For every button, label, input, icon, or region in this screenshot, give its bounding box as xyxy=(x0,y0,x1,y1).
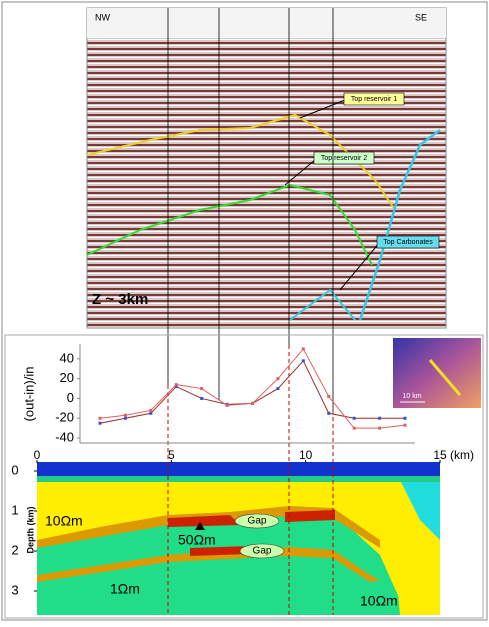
y-tick-label: 40 xyxy=(60,350,74,365)
point xyxy=(327,411,331,415)
section-label: Gap xyxy=(248,516,267,527)
x-tick-label: 0 xyxy=(34,448,41,462)
point xyxy=(123,413,127,417)
point xyxy=(301,347,305,351)
se-label: SE xyxy=(415,12,427,22)
y-tick-label: 0 xyxy=(11,462,18,477)
point xyxy=(98,421,102,425)
point xyxy=(327,394,331,398)
point xyxy=(403,416,407,420)
point xyxy=(276,377,280,381)
point xyxy=(251,401,254,405)
x-tick-label: 10 xyxy=(299,448,313,462)
point xyxy=(200,396,204,400)
point xyxy=(200,387,204,391)
point xyxy=(276,387,280,391)
point xyxy=(149,411,153,415)
horizon-label: Top reservoir 2 xyxy=(321,155,367,162)
depth-note: Z ~ 3km xyxy=(92,291,148,308)
horizon-label: Top Carbonates xyxy=(383,239,433,246)
y-tick-label: 3 xyxy=(11,582,18,597)
section-label: 10Ωm xyxy=(45,513,83,529)
y-tick-label: 0 xyxy=(67,390,74,405)
y-tick-label: 20 xyxy=(60,370,74,385)
point xyxy=(378,416,382,420)
point xyxy=(403,423,407,427)
point xyxy=(378,426,382,430)
x-tick-label: 5 xyxy=(168,448,175,462)
x-tick-label: 15 xyxy=(433,448,447,462)
point xyxy=(301,359,305,363)
nw-label: NW xyxy=(95,12,110,22)
point xyxy=(352,416,356,420)
point xyxy=(174,383,178,387)
resistivity-section xyxy=(37,462,440,615)
y-axis-label: (out-in)/in xyxy=(21,367,36,422)
lower-border xyxy=(4,334,484,619)
y-axis-label: Depth (km) xyxy=(25,506,35,553)
point xyxy=(123,416,127,420)
section-labels: 10Ωm 50Ωm Gap Gap 1Ωm 10Ωm xyxy=(45,513,398,609)
seismic-panel: NW SE Top reservoir 1 Top reservoir 2 To… xyxy=(86,7,447,329)
point xyxy=(149,408,153,412)
y-tick-label: -40 xyxy=(55,429,74,444)
section-label: 50Ωm xyxy=(178,532,216,548)
y-tick-label: -20 xyxy=(55,410,74,425)
point xyxy=(174,385,178,389)
guide-lines xyxy=(167,8,334,410)
section-label: Gap xyxy=(253,546,272,557)
point xyxy=(225,403,229,407)
point xyxy=(352,426,356,430)
dashed-lines xyxy=(167,345,334,615)
section-label: 10Ωm xyxy=(360,593,398,609)
x-unit: (km) xyxy=(450,448,474,462)
inset-scale: 10 km xyxy=(402,393,421,400)
y-tick-label: 2 xyxy=(11,542,18,557)
point xyxy=(98,416,102,420)
section-label: 1Ωm xyxy=(110,581,140,597)
horizon-label: Top reservoir 1 xyxy=(351,96,397,103)
series-line xyxy=(99,348,406,429)
series-line xyxy=(99,359,405,424)
inset-map: 10 km xyxy=(393,338,481,408)
y-tick-label: 1 xyxy=(11,502,18,517)
